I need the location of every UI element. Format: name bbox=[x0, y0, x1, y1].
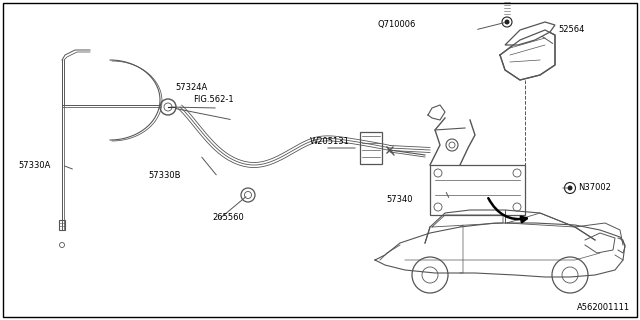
Polygon shape bbox=[505, 22, 555, 45]
Text: 57330A: 57330A bbox=[18, 161, 51, 170]
Text: 57340: 57340 bbox=[386, 196, 413, 204]
Text: Q710006: Q710006 bbox=[377, 20, 415, 29]
Text: 52564: 52564 bbox=[558, 26, 584, 35]
Text: 265560: 265560 bbox=[212, 213, 244, 222]
Text: A562001111: A562001111 bbox=[577, 303, 630, 313]
Text: N37002: N37002 bbox=[578, 183, 611, 193]
Bar bbox=[59, 220, 65, 230]
Bar bbox=[360, 132, 382, 164]
Polygon shape bbox=[500, 30, 555, 80]
Circle shape bbox=[504, 20, 509, 25]
Bar bbox=[430, 165, 525, 215]
Text: FIG.562-1: FIG.562-1 bbox=[193, 95, 234, 105]
Text: 57330B: 57330B bbox=[148, 171, 180, 180]
Text: W205131: W205131 bbox=[310, 138, 350, 147]
Text: 57324A: 57324A bbox=[175, 84, 207, 92]
Circle shape bbox=[568, 186, 573, 190]
